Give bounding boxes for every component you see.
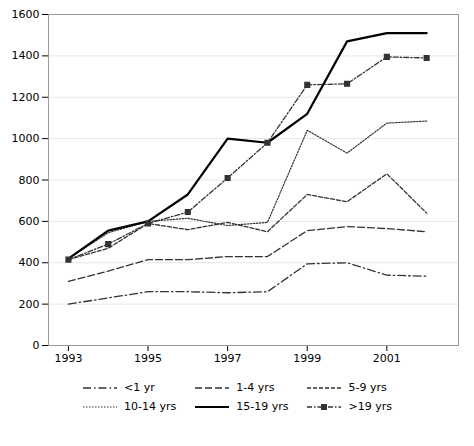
svg-text:1993: 1993 bbox=[54, 352, 82, 365]
svg-text:600: 600 bbox=[19, 215, 40, 228]
svg-text:1400: 1400 bbox=[12, 49, 40, 62]
html-text:5-9 yrs: 5-9 yrs bbox=[348, 381, 387, 394]
svg-text:0: 0 bbox=[33, 339, 40, 352]
svg-text:800: 800 bbox=[19, 174, 40, 187]
svg-text:1999: 1999 bbox=[293, 352, 321, 365]
svg-text:1600: 1600 bbox=[12, 8, 40, 21]
svg-text:2001: 2001 bbox=[373, 352, 401, 365]
html-text:1-4 yrs: 1-4 yrs bbox=[236, 381, 275, 394]
svg-text:400: 400 bbox=[19, 256, 40, 269]
svg-text:200: 200 bbox=[19, 298, 40, 311]
svg-text:1000: 1000 bbox=[12, 132, 40, 145]
html-text:15-19 yrs: 15-19 yrs bbox=[236, 400, 289, 413]
html-text:10-14 yrs: 10-14 yrs bbox=[124, 400, 177, 413]
html-text:>19 yrs: >19 yrs bbox=[348, 400, 392, 413]
html-text:<1 yr: <1 yr bbox=[124, 381, 155, 394]
svg-text:1200: 1200 bbox=[12, 91, 40, 104]
svg-text:1997: 1997 bbox=[214, 352, 242, 365]
svg-text:1995: 1995 bbox=[134, 352, 162, 365]
